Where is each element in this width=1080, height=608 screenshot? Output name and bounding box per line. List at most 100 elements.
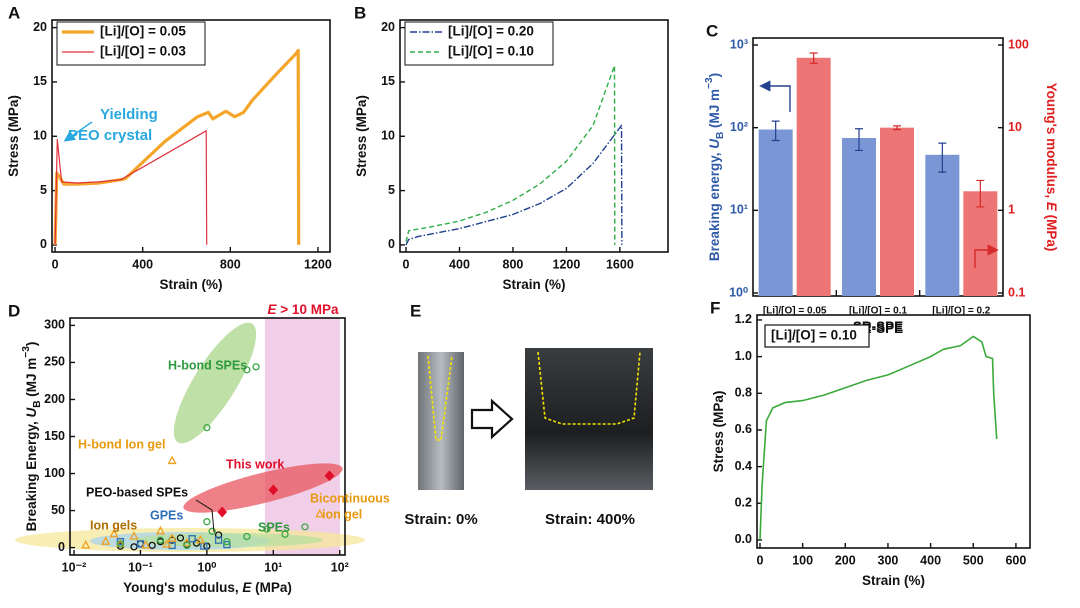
legend-label: [Li]/[O] = 0.05 — [100, 24, 186, 39]
legend-box — [56, 21, 206, 66]
point — [268, 484, 279, 496]
axis-arrow — [974, 244, 999, 268]
y-tick-label: 200 — [44, 392, 65, 406]
region-label: E > 10 MPa — [268, 302, 339, 317]
arrow — [470, 398, 514, 440]
y-tick-label: 15 — [33, 74, 47, 88]
x-tick-label: [Li]/[O] = 0.1 — [849, 306, 908, 317]
error-bar — [938, 142, 947, 173]
point — [301, 523, 309, 531]
plot-frame — [752, 37, 1004, 297]
y-tick-label: 1.0 — [735, 349, 752, 363]
point — [324, 470, 335, 482]
group-label: Bicontinuous — [310, 491, 390, 505]
caption: Strain: 0% — [404, 511, 477, 528]
error-bar — [771, 120, 780, 142]
axis-arrow — [759, 80, 791, 112]
y2-tick-label: 10 — [1008, 120, 1022, 134]
y-tick-label: 0 — [388, 237, 395, 251]
point — [252, 363, 260, 371]
legend-label: [Li]/[O] = 0.03 — [100, 44, 186, 59]
point — [136, 540, 145, 548]
y-tick-label: 100 — [44, 466, 65, 480]
label-part: −3 — [704, 77, 715, 89]
point — [281, 530, 289, 538]
x-tick-label: 0 — [403, 257, 410, 271]
bar — [796, 57, 831, 296]
group-region — [133, 533, 323, 547]
panel-letter: D — [8, 301, 20, 320]
x-tick-label: 100 — [792, 553, 813, 567]
point — [188, 535, 196, 543]
line — [53, 48, 301, 245]
x-tick-label: 1200 — [304, 257, 332, 271]
x-tick-label: 1600 — [606, 257, 634, 271]
point — [223, 540, 231, 549]
point — [217, 506, 228, 518]
x-axis-title: Strain (%) — [862, 573, 925, 588]
point — [156, 536, 165, 544]
x-tick-label: 300 — [878, 553, 899, 567]
point — [162, 539, 172, 548]
y2-tick-label: 1 — [1008, 203, 1015, 217]
point — [148, 541, 156, 550]
group-label: GPEs — [150, 508, 183, 522]
x-tick-label: 600 — [1005, 553, 1026, 567]
y-tick-label: 0.6 — [735, 422, 752, 436]
line — [54, 130, 208, 245]
photo-unstretched — [418, 352, 464, 490]
y2-tick-label: 0.1 — [1008, 285, 1025, 299]
label-part: E — [268, 302, 278, 317]
label-part: −3 — [21, 346, 32, 358]
x-axis-title: Young's modulus, E (MPa) — [123, 580, 292, 595]
y2-axis-title: Young's modulus, E (MPa) — [1044, 83, 1059, 252]
label-part: ) — [707, 73, 722, 78]
point — [203, 423, 211, 432]
point — [243, 366, 251, 374]
y-tick-label: 10 — [381, 129, 395, 143]
x-tick-label: 800 — [503, 257, 524, 271]
label-part: Strain (%) — [502, 277, 565, 292]
legend-label: [Li]/[O] = 0.10 — [448, 44, 534, 59]
panel-letter: A — [8, 3, 20, 22]
label-part: (MPa) — [251, 580, 292, 595]
y-tick-label: 10³ — [730, 37, 748, 51]
photo-panel: E Strain: 0% Strain: 400% — [404, 301, 653, 528]
bar — [758, 129, 793, 296]
panel-letter: E — [410, 301, 421, 320]
legend-box — [764, 324, 870, 348]
x-tick-label: 10¹ — [264, 560, 282, 574]
label-part: U — [707, 138, 722, 149]
error-bar — [893, 125, 901, 131]
label-part: Stress (MPa) — [354, 95, 369, 177]
group-region — [173, 322, 257, 444]
point — [129, 531, 139, 540]
group-label: PEO-based SPEs — [86, 485, 188, 499]
x-tick-label: 0 — [757, 553, 764, 567]
annotation-arrow — [63, 121, 93, 142]
group-region — [183, 463, 343, 513]
group-label: H-bond SPEs — [168, 358, 247, 372]
panel-letter: B — [354, 3, 366, 22]
annotation: PEO crystal — [68, 127, 152, 144]
point — [101, 536, 111, 545]
point — [208, 527, 216, 535]
point — [315, 508, 325, 518]
x-tick-label: 800 — [220, 257, 241, 271]
label-part: Breaking energy, — [707, 149, 722, 261]
y-tick-label: 5 — [40, 183, 47, 197]
point — [176, 534, 185, 542]
y-tick-label: 300 — [44, 318, 65, 332]
y-tick-label: 50 — [51, 503, 65, 517]
error-bar — [855, 128, 863, 152]
point — [203, 518, 211, 526]
point — [141, 540, 151, 549]
label-part: (MJ m — [707, 89, 722, 132]
outline — [427, 355, 453, 441]
point — [195, 534, 206, 544]
label-part: Young's modulus, — [123, 580, 242, 595]
y-tick-label: 20 — [381, 20, 395, 34]
x-tick-label: 10² — [331, 560, 349, 574]
y-axis-title: Stress (MPa) — [711, 391, 726, 473]
plot-frame — [399, 19, 669, 253]
